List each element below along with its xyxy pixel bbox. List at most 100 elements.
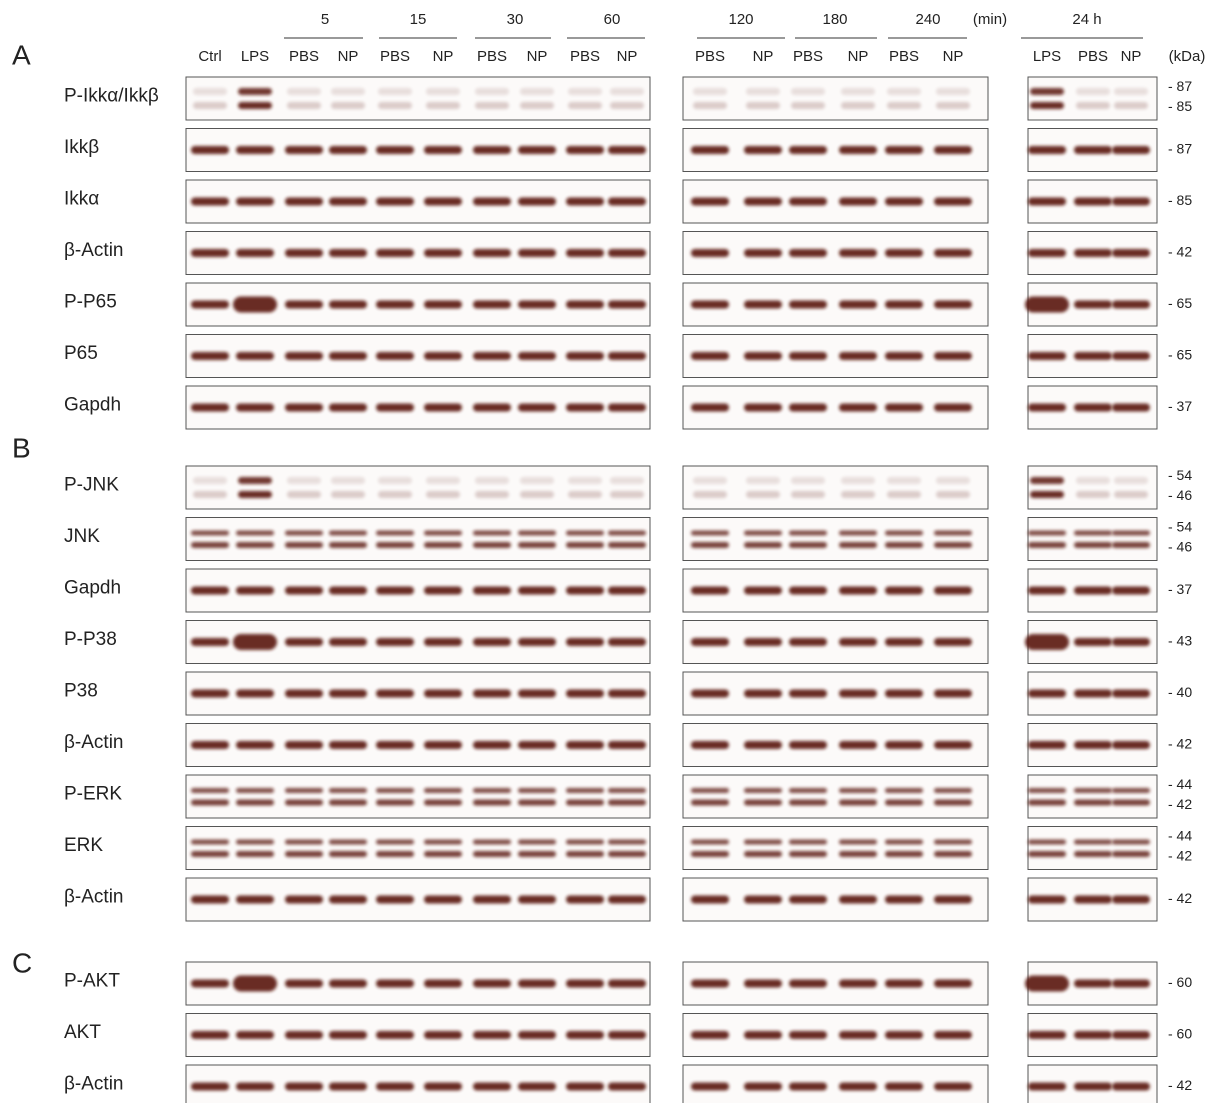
band — [566, 741, 604, 749]
band — [191, 788, 229, 793]
lane-label: PBS — [380, 48, 410, 65]
band — [1076, 88, 1110, 95]
band — [744, 690, 782, 698]
band — [885, 896, 923, 904]
band — [426, 477, 460, 484]
blot-box — [186, 518, 650, 561]
blot-box — [1028, 827, 1157, 870]
band — [424, 896, 462, 904]
band — [566, 690, 604, 698]
band — [329, 404, 367, 412]
band — [191, 198, 229, 206]
band — [520, 88, 554, 95]
band — [424, 301, 462, 309]
band — [791, 88, 825, 95]
band — [1074, 301, 1112, 309]
band — [789, 800, 827, 806]
band — [518, 249, 556, 257]
blot-box — [683, 518, 988, 561]
band — [376, 980, 414, 988]
band — [610, 477, 644, 484]
band — [473, 741, 511, 749]
band — [1028, 788, 1066, 793]
band — [376, 851, 414, 857]
band — [885, 638, 923, 646]
band — [424, 851, 462, 857]
band — [287, 491, 321, 498]
band — [566, 146, 604, 154]
band — [608, 1083, 646, 1091]
band — [885, 800, 923, 806]
band — [424, 404, 462, 412]
band — [566, 1031, 604, 1039]
band — [885, 1031, 923, 1039]
band — [1025, 976, 1069, 992]
band — [789, 146, 827, 154]
band — [839, 301, 877, 309]
band — [378, 88, 412, 95]
row-label: Gapdh — [64, 578, 121, 599]
band — [475, 102, 509, 109]
band — [473, 638, 511, 646]
blot-box — [683, 466, 988, 509]
band — [885, 587, 923, 595]
band — [841, 102, 875, 109]
band — [885, 404, 923, 412]
band — [691, 301, 729, 309]
band — [518, 980, 556, 988]
band — [236, 788, 274, 793]
band — [1030, 102, 1064, 109]
band — [287, 477, 321, 484]
band — [376, 741, 414, 749]
band — [566, 198, 604, 206]
band — [789, 638, 827, 646]
band — [518, 800, 556, 806]
band — [1028, 800, 1066, 806]
row-label: P-P38 — [64, 629, 117, 650]
band — [473, 980, 511, 988]
band — [839, 542, 877, 548]
row-label: Gapdh — [64, 395, 121, 416]
band — [1112, 840, 1150, 845]
band — [376, 800, 414, 806]
band — [518, 146, 556, 154]
band — [191, 249, 229, 257]
band — [1030, 88, 1064, 95]
kda-marker: - 85 — [1168, 192, 1192, 208]
band — [934, 1083, 972, 1091]
band — [426, 491, 460, 498]
band — [1028, 851, 1066, 857]
band — [608, 352, 646, 360]
band — [746, 491, 780, 498]
kda-marker: - 42 — [1168, 1077, 1192, 1093]
band — [934, 587, 972, 595]
band — [331, 88, 365, 95]
band — [236, 404, 274, 412]
band — [691, 1083, 729, 1091]
band — [839, 404, 877, 412]
band — [329, 741, 367, 749]
band — [287, 102, 321, 109]
band — [789, 249, 827, 257]
band — [885, 690, 923, 698]
band — [236, 896, 274, 904]
band — [885, 352, 923, 360]
band — [608, 1031, 646, 1039]
band — [191, 301, 229, 309]
band — [285, 301, 323, 309]
lane-label: LPS — [241, 48, 269, 65]
band — [424, 531, 462, 536]
band — [789, 741, 827, 749]
band — [233, 976, 277, 992]
band — [236, 1083, 274, 1091]
band — [1112, 301, 1150, 309]
band — [693, 477, 727, 484]
band — [329, 587, 367, 595]
band — [691, 198, 729, 206]
row-label: P-ERK — [64, 784, 122, 805]
band — [285, 840, 323, 845]
row-label: β-Actin — [64, 1074, 124, 1095]
band — [285, 1031, 323, 1039]
band — [608, 531, 646, 536]
band — [566, 896, 604, 904]
